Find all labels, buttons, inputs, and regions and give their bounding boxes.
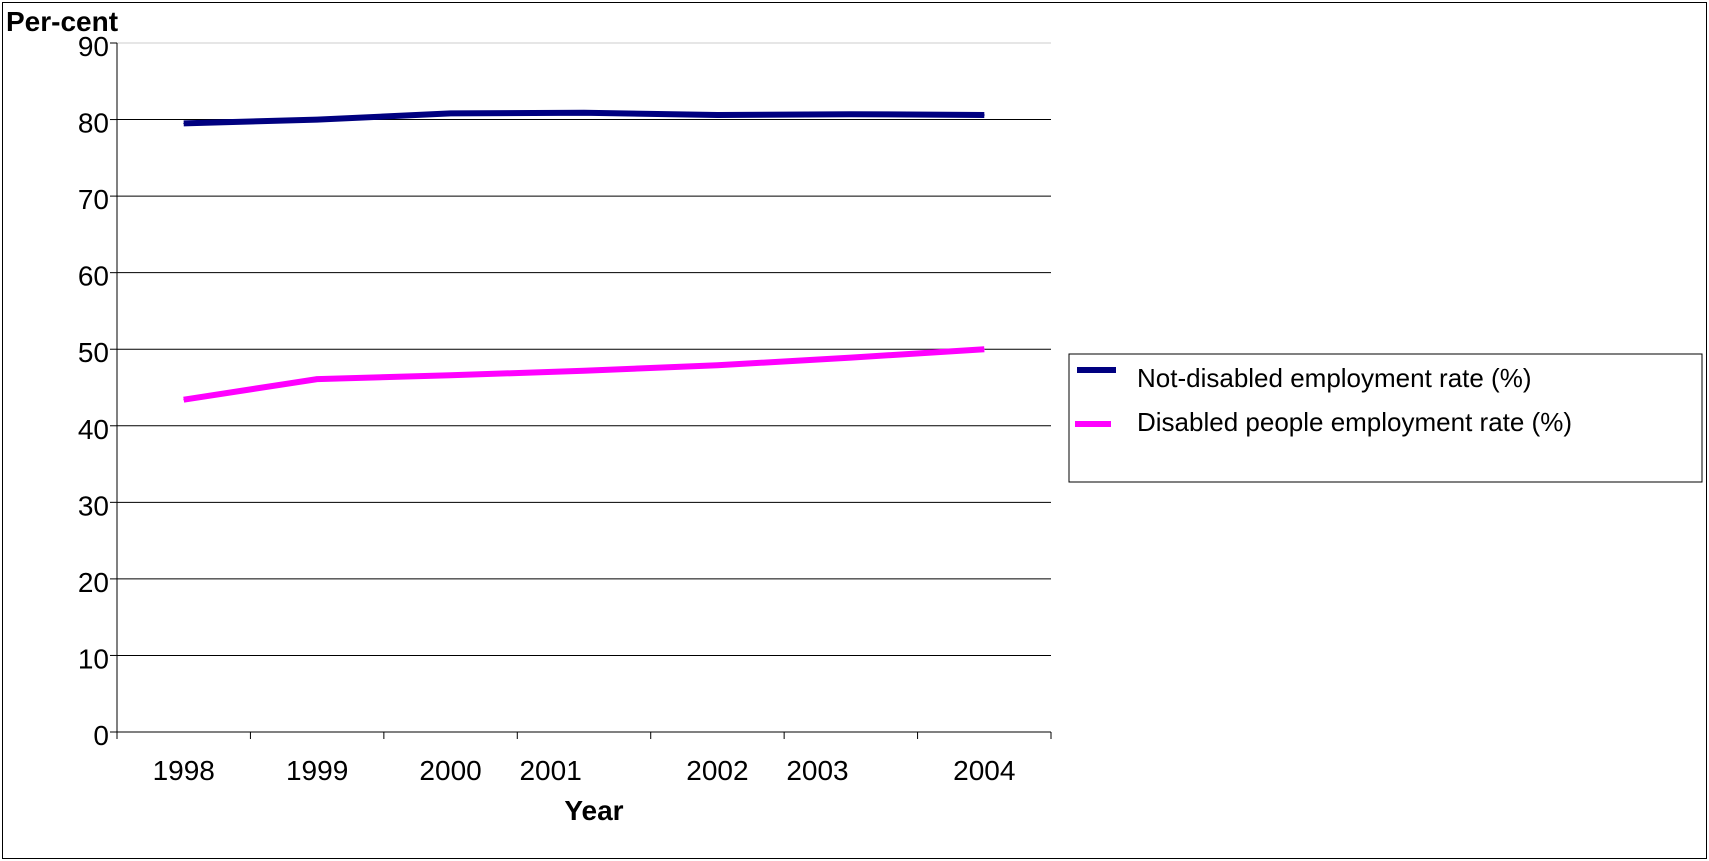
y-tick-label-60: 60 <box>78 261 109 292</box>
data-point-0-2 <box>450 112 452 114</box>
y-axis-title: Per-cent <box>6 6 118 37</box>
axes <box>110 42 1052 739</box>
x-tick-label-2001: 2001 <box>519 755 581 786</box>
data-point-1-0 <box>183 399 185 401</box>
y-tick-label-20: 20 <box>78 567 109 598</box>
x-tick-label-2003: 2003 <box>786 755 848 786</box>
data-point-1-6 <box>983 348 985 350</box>
data-point-0-1 <box>316 119 318 121</box>
data-point-1-1 <box>316 378 318 380</box>
series-line-not-disabled <box>183 109 985 127</box>
y-tick-label-80: 80 <box>78 108 109 139</box>
y-tick-label-30: 30 <box>78 490 109 521</box>
data-point-0-5 <box>850 113 852 115</box>
data-point-1-4 <box>716 364 718 366</box>
y-tick-label-70: 70 <box>78 184 109 215</box>
data-point-1-2 <box>450 374 452 376</box>
legend-box <box>1068 353 1703 483</box>
x-axis-title: Year <box>564 795 623 826</box>
tick-labels: 0 10 20 30 40 50 60 70 80 90 1998 1999 2000 2001 2002 2… <box>78 31 1016 786</box>
series-line-disabled <box>183 346 985 403</box>
data-point-1-3 <box>583 370 585 372</box>
x-tick-label-1999: 1999 <box>286 755 348 786</box>
data-point-0-0 <box>183 122 185 124</box>
y-tick-label-40: 40 <box>78 414 109 445</box>
data-point-0-6 <box>983 114 985 116</box>
y-tick-label-0: 0 <box>93 720 109 751</box>
x-tick-label-2000: 2000 <box>419 755 481 786</box>
x-tick-label-2004: 2004 <box>953 755 1015 786</box>
series-lines <box>183 109 985 403</box>
grid-lines <box>117 42 1051 656</box>
legend-label-disabled: Disabled people employment rate (%) <box>1137 407 1572 437</box>
data-point-0-4 <box>716 114 718 116</box>
data-point-0-3 <box>583 112 585 114</box>
legend-label-not-disabled: Not-disabled employment rate (%) <box>1137 363 1532 393</box>
y-tick-label-90: 90 <box>78 31 109 62</box>
x-tick-label-2002: 2002 <box>686 755 748 786</box>
x-tick-label-1998: 1998 <box>153 755 215 786</box>
y-tick-label-10: 10 <box>78 643 109 674</box>
legend: Not-disabled employment rate (%) Disable… <box>1068 353 1703 483</box>
y-tick-label-50: 50 <box>78 337 109 368</box>
data-point-1-5 <box>850 357 852 359</box>
